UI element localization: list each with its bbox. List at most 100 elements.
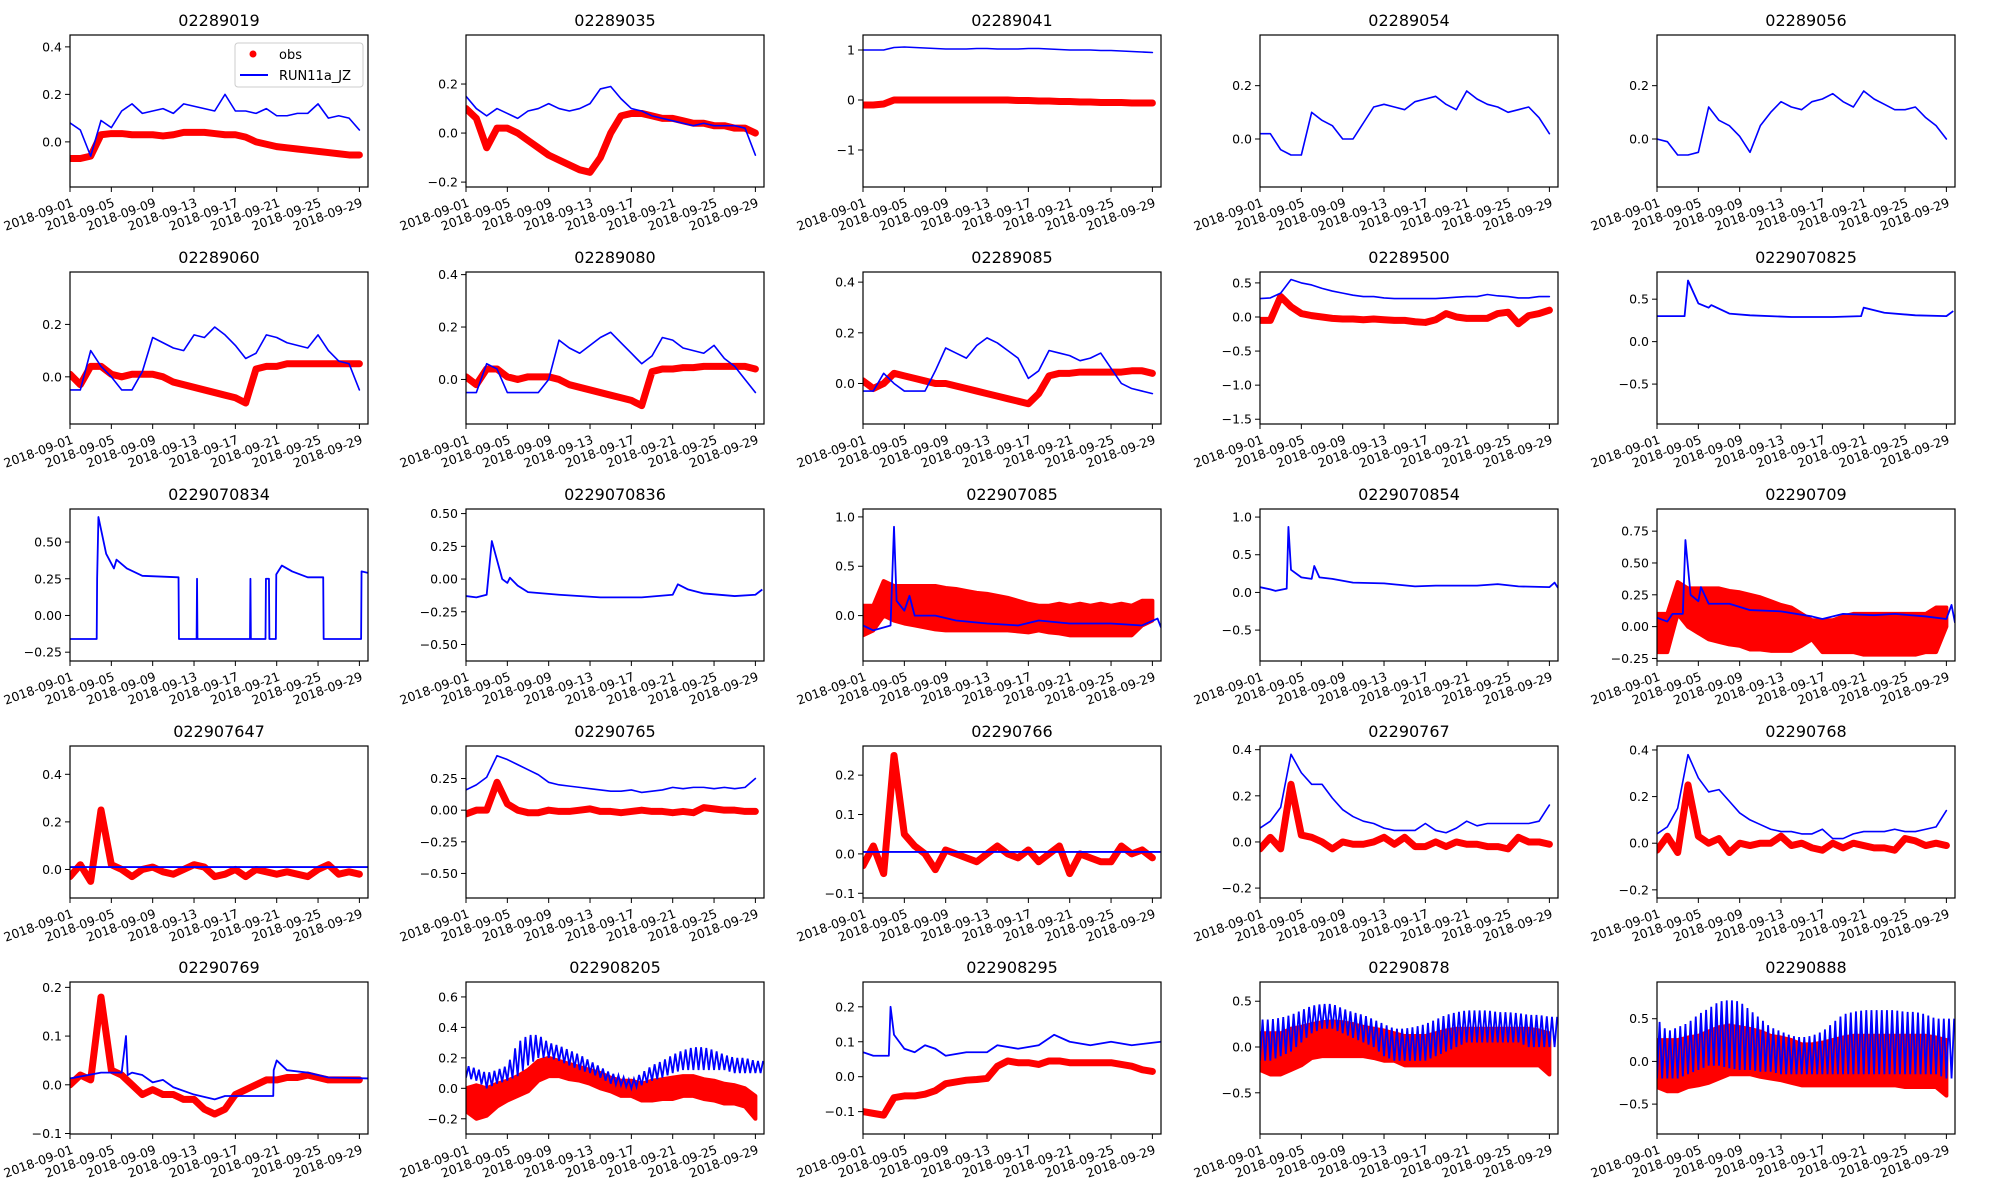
plot-area [863, 337, 1156, 408]
plot-area [1260, 278, 1553, 328]
plot-area [1657, 753, 1950, 857]
subplot-title: 0229070854 [1358, 485, 1460, 504]
sim-series [1657, 539, 1955, 623]
y-tick-label: 0.2 [42, 980, 62, 995]
y-tick-label: 0.0 [42, 862, 62, 877]
axes-frame [1656, 271, 1956, 425]
y-tick-label: 1.0 [835, 509, 855, 524]
subplot-title: 0229070825 [1755, 248, 1857, 267]
subplot-02290878: 022908782018-09-012018-09-052018-09-0920… [1192, 958, 1559, 1181]
y-tick-label: 0.50 [34, 535, 62, 550]
subplot-title: 0229070836 [564, 485, 666, 504]
y-tick-label: −0.50 [420, 637, 458, 652]
y-tick-label: 0.0 [1232, 1040, 1252, 1055]
axes-frame [1259, 271, 1559, 425]
y-tick-label: 0.25 [1621, 587, 1649, 602]
sim-series [863, 337, 1154, 395]
y-tick-label: 0.0 [1232, 132, 1252, 147]
subplot-title: 022907647 [173, 722, 265, 741]
subplot-02289041: 022890412018-09-012018-09-052018-09-0920… [795, 11, 1162, 234]
y-tick-label: 0.4 [438, 267, 458, 282]
subplot-title: 02290769 [178, 958, 259, 977]
y-tick-label: −0.2 [428, 175, 458, 190]
subplot-02290766: 022907662018-09-012018-09-052018-09-0920… [795, 722, 1162, 945]
y-tick-label: −0.5 [1222, 344, 1252, 359]
subplot-title: 02289060 [178, 248, 259, 267]
sim-series [1657, 279, 1954, 318]
axes-frame [1656, 981, 1956, 1135]
obs-series-band [1657, 580, 1949, 657]
y-tick-label: 0.0 [438, 126, 458, 141]
axes-frame [1656, 34, 1956, 188]
y-tick-label: 0.1 [42, 1029, 62, 1044]
sim-series [1260, 278, 1551, 300]
sim-series [1657, 753, 1948, 840]
subplot-title: 02289035 [574, 11, 655, 30]
y-tick-label: −0.50 [420, 866, 458, 881]
y-tick-label: 0.0 [438, 372, 458, 387]
subplot-02290765: 022907652018-09-012018-09-052018-09-0920… [398, 722, 765, 945]
y-tick-label: 0.2 [42, 87, 62, 102]
subplot-title: 02290888 [1765, 958, 1846, 977]
y-tick-label: 0.2 [1232, 78, 1252, 93]
y-tick-label: 0.5 [835, 559, 855, 574]
plot-area [1657, 539, 1955, 657]
y-tick-label: 0.0 [42, 369, 62, 384]
subplot-02290768: 022907682018-09-012018-09-052018-09-0920… [1589, 722, 1956, 945]
sim-series [863, 46, 1154, 54]
y-tick-label: 0.2 [42, 317, 62, 332]
subplot-title: 02289041 [971, 11, 1052, 30]
sim-series [466, 331, 757, 394]
obs-series [466, 105, 759, 176]
sim-series [863, 1005, 1161, 1057]
y-tick-label: 0.4 [1232, 742, 1252, 757]
axes-frame [862, 271, 1162, 425]
y-tick-label: −0.2 [1619, 882, 1649, 897]
plot-area [70, 326, 363, 407]
plot-area [863, 46, 1156, 109]
sim-series [70, 93, 361, 157]
plot-area [70, 516, 368, 640]
axes-frame [465, 508, 765, 662]
obs-series [70, 128, 363, 162]
y-tick-label: 0.2 [1232, 788, 1252, 803]
y-tick-label: 0.0 [1629, 1054, 1649, 1069]
y-tick-label: 0.0 [1629, 334, 1649, 349]
y-tick-label: −0.1 [32, 1126, 62, 1141]
legend-obs-label: obs [279, 48, 302, 63]
y-tick-label: 0.00 [430, 803, 458, 818]
y-tick-label: 0.0 [835, 1069, 855, 1084]
subplot-022907647: 0229076472018-09-012018-09-052018-09-092… [2, 722, 369, 945]
subplot-02289080: 022890802018-09-012018-09-052018-09-0920… [398, 248, 765, 471]
y-tick-label: −0.2 [1222, 881, 1252, 896]
plot-area [1657, 90, 1948, 156]
y-tick-label: 0.2 [438, 77, 458, 92]
subplot-0229070825: 02290708252018-09-012018-09-052018-09-09… [1589, 248, 1956, 471]
subplot-0229070834: 02290708342018-09-012018-09-052018-09-09… [2, 485, 369, 708]
obs-series [466, 778, 759, 818]
sim-series [1657, 1000, 1955, 1079]
axes-frame [862, 981, 1162, 1135]
plot-area [1657, 279, 1954, 318]
subplot-title: 02290767 [1368, 722, 1449, 741]
subplot-title: 02289056 [1765, 11, 1846, 30]
obs-series [863, 367, 1156, 408]
y-tick-label: 0.4 [42, 767, 62, 782]
y-tick-label: 0.0 [1629, 132, 1649, 147]
y-tick-label: −0.5 [1619, 1097, 1649, 1112]
y-tick-label: 0.2 [438, 1050, 458, 1065]
obs-series [863, 96, 1156, 109]
y-tick-label: 0.4 [438, 1020, 458, 1035]
y-tick-label: 1.0 [1232, 510, 1252, 525]
y-tick-label: −1 [837, 143, 855, 158]
obs-series [466, 362, 759, 410]
y-tick-label: −0.25 [1611, 651, 1649, 666]
y-tick-label: 0.5 [1232, 547, 1252, 562]
sim-series [1260, 90, 1551, 156]
obs-series [70, 993, 363, 1118]
y-tick-label: −0.25 [24, 645, 62, 660]
obs-series-band [863, 579, 1155, 638]
y-tick-label: 0.0 [1232, 585, 1252, 600]
subplot-02289035: 022890352018-09-012018-09-052018-09-0920… [398, 11, 765, 234]
y-tick-label: 0.4 [835, 275, 855, 290]
